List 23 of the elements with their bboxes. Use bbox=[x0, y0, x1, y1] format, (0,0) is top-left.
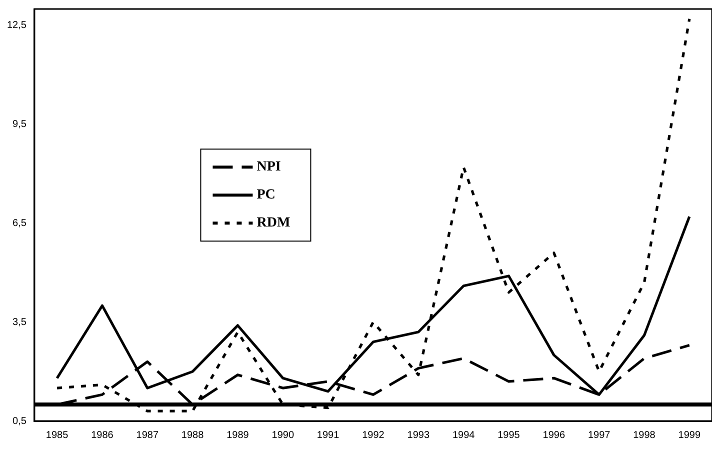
x-tick-label: 1999 bbox=[678, 430, 701, 441]
x-tick-label: 1992 bbox=[362, 430, 385, 441]
x-tick-label: 1997 bbox=[588, 430, 611, 441]
x-tick-label: 1986 bbox=[91, 430, 114, 441]
y-tick-label: 12,5 bbox=[6, 20, 27, 32]
x-tick-label: 1985 bbox=[46, 430, 69, 441]
x-tick-label: 1994 bbox=[452, 430, 476, 441]
x-tick-label: 1988 bbox=[181, 430, 204, 441]
y-tick-label: 9,5 bbox=[12, 119, 27, 130]
legend-label: PC bbox=[256, 188, 276, 203]
x-tick-label: 1993 bbox=[407, 430, 430, 441]
x-tick-label: 1991 bbox=[316, 430, 340, 441]
x-tick-label: 1987 bbox=[136, 430, 159, 441]
y-tick-label: 3,5 bbox=[12, 316, 27, 328]
y-tick-label: 0,5 bbox=[12, 416, 27, 427]
x-tick-label: 1998 bbox=[633, 430, 656, 441]
legend-label: RDM bbox=[256, 216, 290, 231]
x-tick-label: 1996 bbox=[542, 430, 566, 441]
x-tick-label: 1995 bbox=[498, 430, 520, 441]
legend-label: NPI bbox=[256, 160, 281, 175]
y-tick-label: 6,5 bbox=[12, 218, 27, 229]
x-tick-label: 1990 bbox=[272, 430, 294, 441]
x-tick-label: 1989 bbox=[226, 430, 250, 441]
